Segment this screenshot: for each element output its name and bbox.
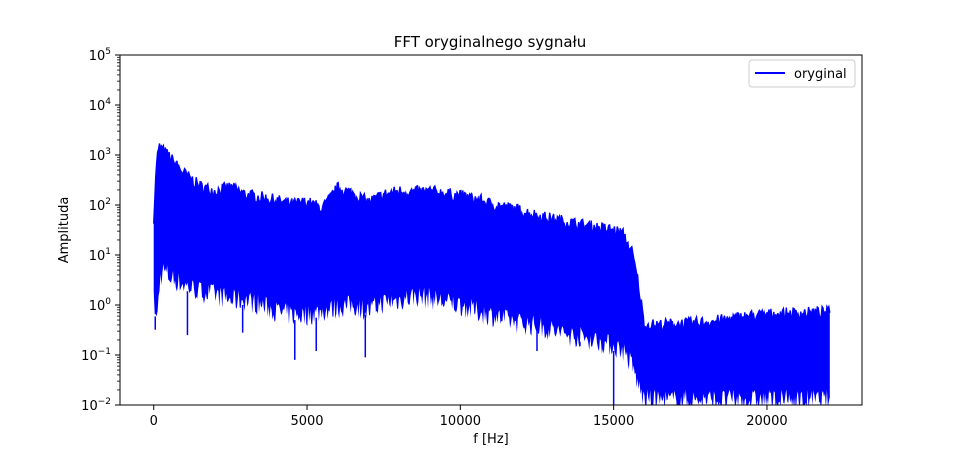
legend-box xyxy=(748,59,856,88)
x-tick-label: 0 xyxy=(150,414,158,429)
y-tick-label: 103 xyxy=(89,147,111,164)
y-axis-ticks: 10−2 10−1 100 101 102 103 104 105 xyxy=(81,47,120,414)
plot-area xyxy=(153,143,831,405)
y-tick-label: 101 xyxy=(89,247,111,264)
legend: oryginal xyxy=(748,59,856,88)
x-axis-ticks: 0 5000 10000 15000 20000 xyxy=(150,405,788,429)
x-tick-label: 5000 xyxy=(290,414,323,429)
x-tick-label: 15000 xyxy=(593,414,634,429)
plot-frame xyxy=(119,54,863,406)
x-tick-label: 10000 xyxy=(440,414,481,429)
legend-label-oryginal: oryginal xyxy=(794,67,847,82)
y-tick-label: 10−2 xyxy=(81,397,111,414)
x-axis-label: f [Hz] xyxy=(473,432,508,447)
x-tick-label: 20000 xyxy=(746,414,787,429)
y-tick-label: 102 xyxy=(89,197,111,214)
y-tick-label: 105 xyxy=(89,47,111,64)
chart-title: FFT oryginalnego sygnału xyxy=(394,33,587,51)
series-oryginal-line xyxy=(153,143,831,334)
y-tick-label: 104 xyxy=(89,97,112,114)
series-oryginal-dips xyxy=(154,291,615,405)
y-tick-label: 100 xyxy=(89,297,112,314)
y-axis-label: Amplituda xyxy=(57,197,72,264)
y-tick-label: 10−1 xyxy=(81,347,111,364)
